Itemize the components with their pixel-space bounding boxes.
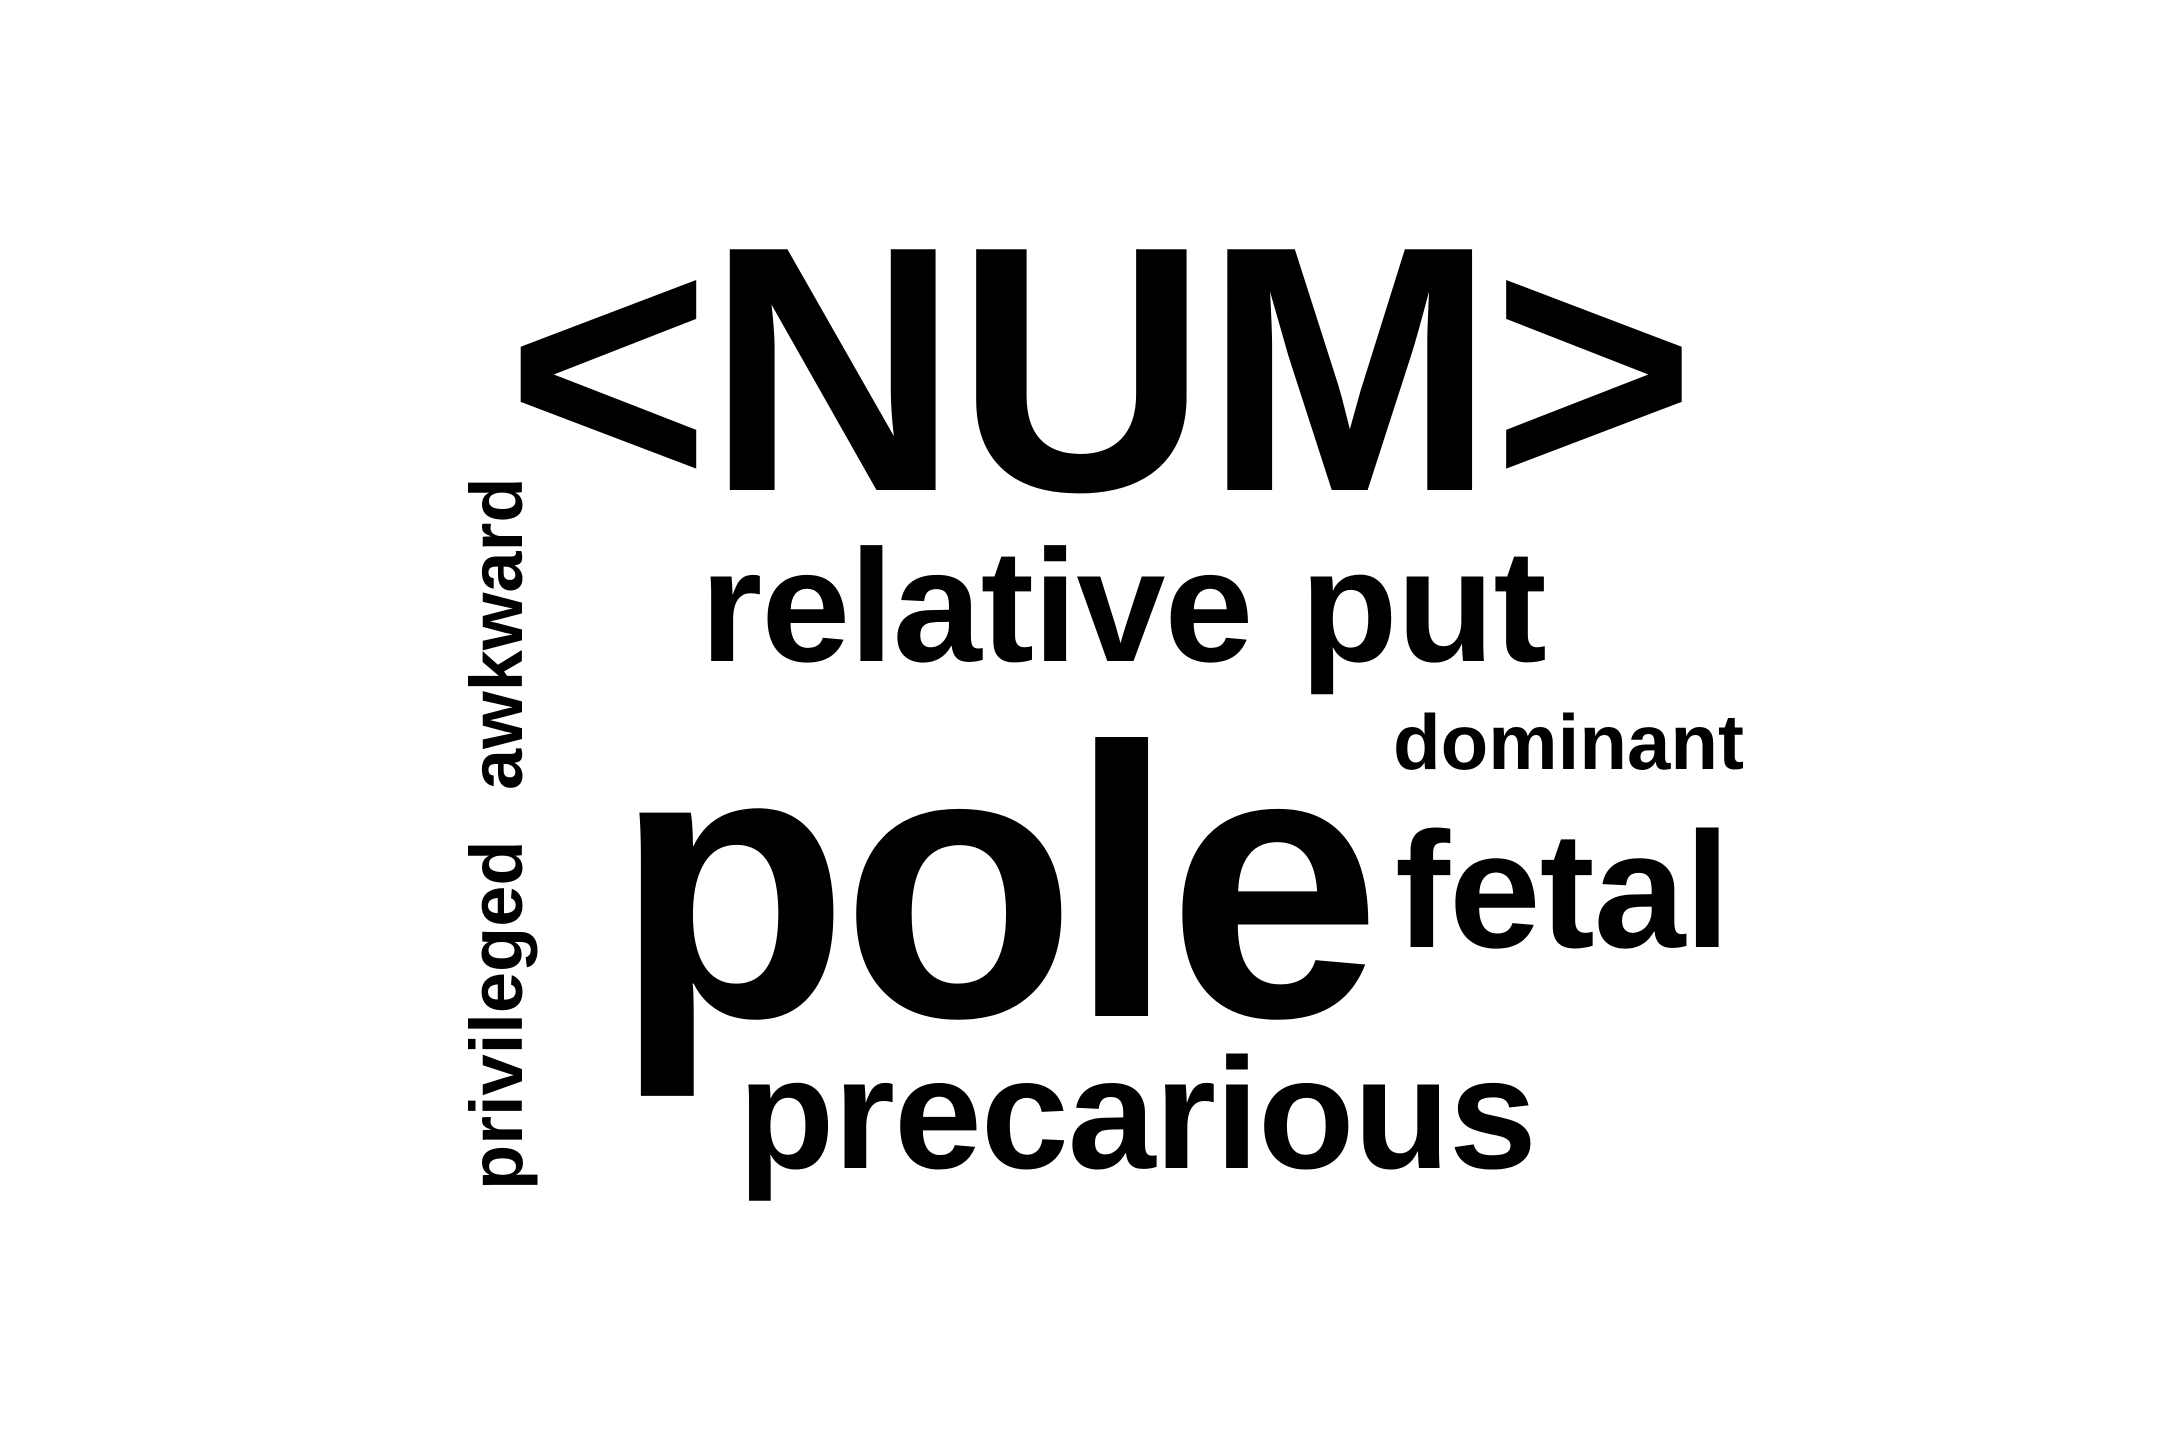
word-fetal: fetal [1395, 798, 1730, 982]
word-relative: relative [700, 516, 1253, 695]
word-precarious: precarious [738, 1026, 1537, 1202]
word-num: <NUM> [506, 174, 1696, 565]
word-put: put [1300, 516, 1547, 695]
word-privileged: privileged [455, 840, 538, 1190]
word-dominant: dominant [1393, 698, 1744, 786]
word-pole: pole [614, 667, 1381, 1098]
word-awkward: awkward [455, 477, 538, 790]
